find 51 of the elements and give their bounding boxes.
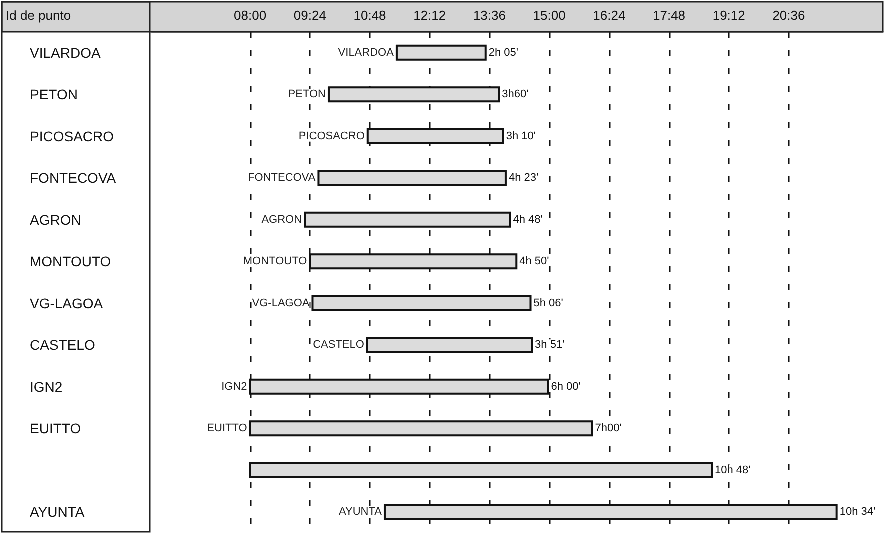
y-tick-label: PETON (30, 86, 78, 103)
bar (318, 170, 507, 186)
annotation: 5h 06' (534, 297, 564, 310)
category-label: MONTOUTO (243, 256, 308, 268)
y-tick-label: VG-LAGOA (30, 295, 104, 312)
x-tick-label: 16:24 (593, 8, 626, 23)
x-tick-label: 08:00 (234, 8, 267, 23)
annotation: 3h 51' (535, 339, 565, 352)
category-label: AGRON (262, 214, 302, 226)
category-label: CASTELO (313, 339, 364, 352)
category-label: VILARDOA (338, 46, 394, 59)
x-tick-label: 09:24 (294, 8, 326, 23)
annotation: 2h 05' (488, 46, 519, 59)
x-tick-label: 17:48 (652, 8, 686, 23)
bar (366, 337, 534, 354)
x-tick-label: 19:12 (712, 8, 746, 23)
y-axis-title: Id de punto (6, 8, 72, 23)
annotation: 6h 00' (551, 380, 581, 393)
y-tick-label: EUITTO (30, 420, 82, 437)
y-tick-label: IGN2 (30, 378, 63, 395)
y-tick-label: CASTELO (30, 337, 96, 354)
category-label: VG-LAGOA (252, 297, 310, 310)
bar (396, 44, 487, 61)
y-tick-label: VILARDOA (30, 44, 102, 61)
y-tick-label: PICOSACRO (30, 128, 114, 144)
annotation: 7h00' (595, 422, 622, 435)
annotation: 10h 48' (715, 464, 751, 476)
y-tick-label: AYUNTA (30, 504, 86, 520)
category-label: FONTECOVA (248, 172, 316, 184)
y-tick-label: MONTOUTO (30, 254, 112, 270)
x-tick-label: 12:12 (414, 8, 446, 23)
annotation: 4h 23' (508, 172, 539, 184)
annotation: 4h 48' (513, 214, 543, 226)
category-label: IGN2 (222, 380, 248, 393)
x-tick-label: 13:36 (473, 8, 506, 23)
bar (249, 420, 594, 437)
category-label: EUITTO (207, 422, 248, 435)
category-label: PETON (288, 88, 326, 101)
annotation: 10h 34' (840, 506, 876, 518)
bar (249, 462, 714, 478)
annotation: 3h60' (502, 88, 529, 101)
annotation: 3h 10' (506, 130, 536, 142)
y-tick-label: FONTECOVA (30, 170, 117, 186)
y-tick-label: AGRON (30, 212, 82, 228)
x-tick-label: 10:48 (354, 8, 386, 23)
bar (304, 212, 512, 228)
category-label: AYUNTA (338, 506, 382, 518)
x-tick-label: 20:36 (772, 8, 806, 23)
category-label: PICOSACRO (298, 130, 365, 142)
x-tick-label: 15:00 (533, 8, 566, 23)
annotation: 4h 50' (520, 256, 550, 268)
